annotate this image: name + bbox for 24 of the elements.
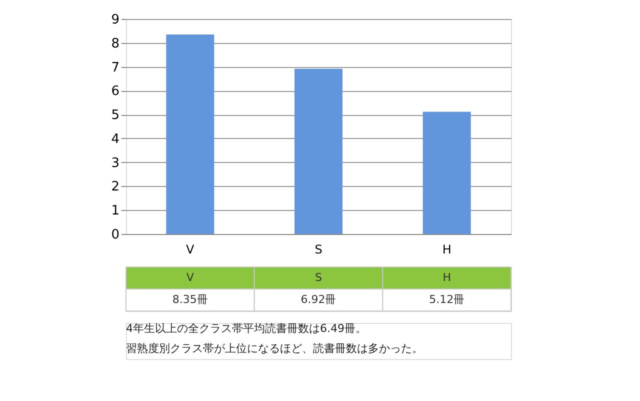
x-tick-label: S	[314, 242, 322, 256]
x-tick-label: V	[186, 242, 196, 256]
y-tick-label: 9	[111, 12, 120, 28]
category-label: V	[186, 271, 194, 284]
data-label: 6.92冊	[300, 293, 336, 306]
data-label: 5.12冊	[429, 293, 465, 306]
y-tick-label: 0	[111, 228, 120, 242]
y-tick-label: 1	[111, 204, 120, 219]
y-tick-label: 7	[111, 60, 120, 76]
bar	[294, 68, 342, 234]
category-label: S	[315, 271, 322, 284]
y-tick-label: 3	[111, 156, 120, 171]
text: 4年生以上の全クラス帯平均読書冊数は6.49冊。	[126, 322, 366, 335]
y-tick-label: 2	[111, 180, 120, 195]
y-tick-label: 5	[111, 108, 120, 124]
text: 習熟度別クラス帯が上位になるほど、読書冊数は多かった。	[126, 342, 423, 355]
y-tick-label: 8	[111, 36, 120, 52]
bar	[422, 112, 471, 234]
category-label: H	[442, 271, 451, 284]
data-label: 8.35冊	[172, 293, 208, 306]
y-tick-label: 4	[111, 132, 120, 147]
x-tick-label: H	[442, 242, 452, 256]
bar	[166, 34, 214, 234]
y-tick-label: 6	[111, 84, 120, 100]
